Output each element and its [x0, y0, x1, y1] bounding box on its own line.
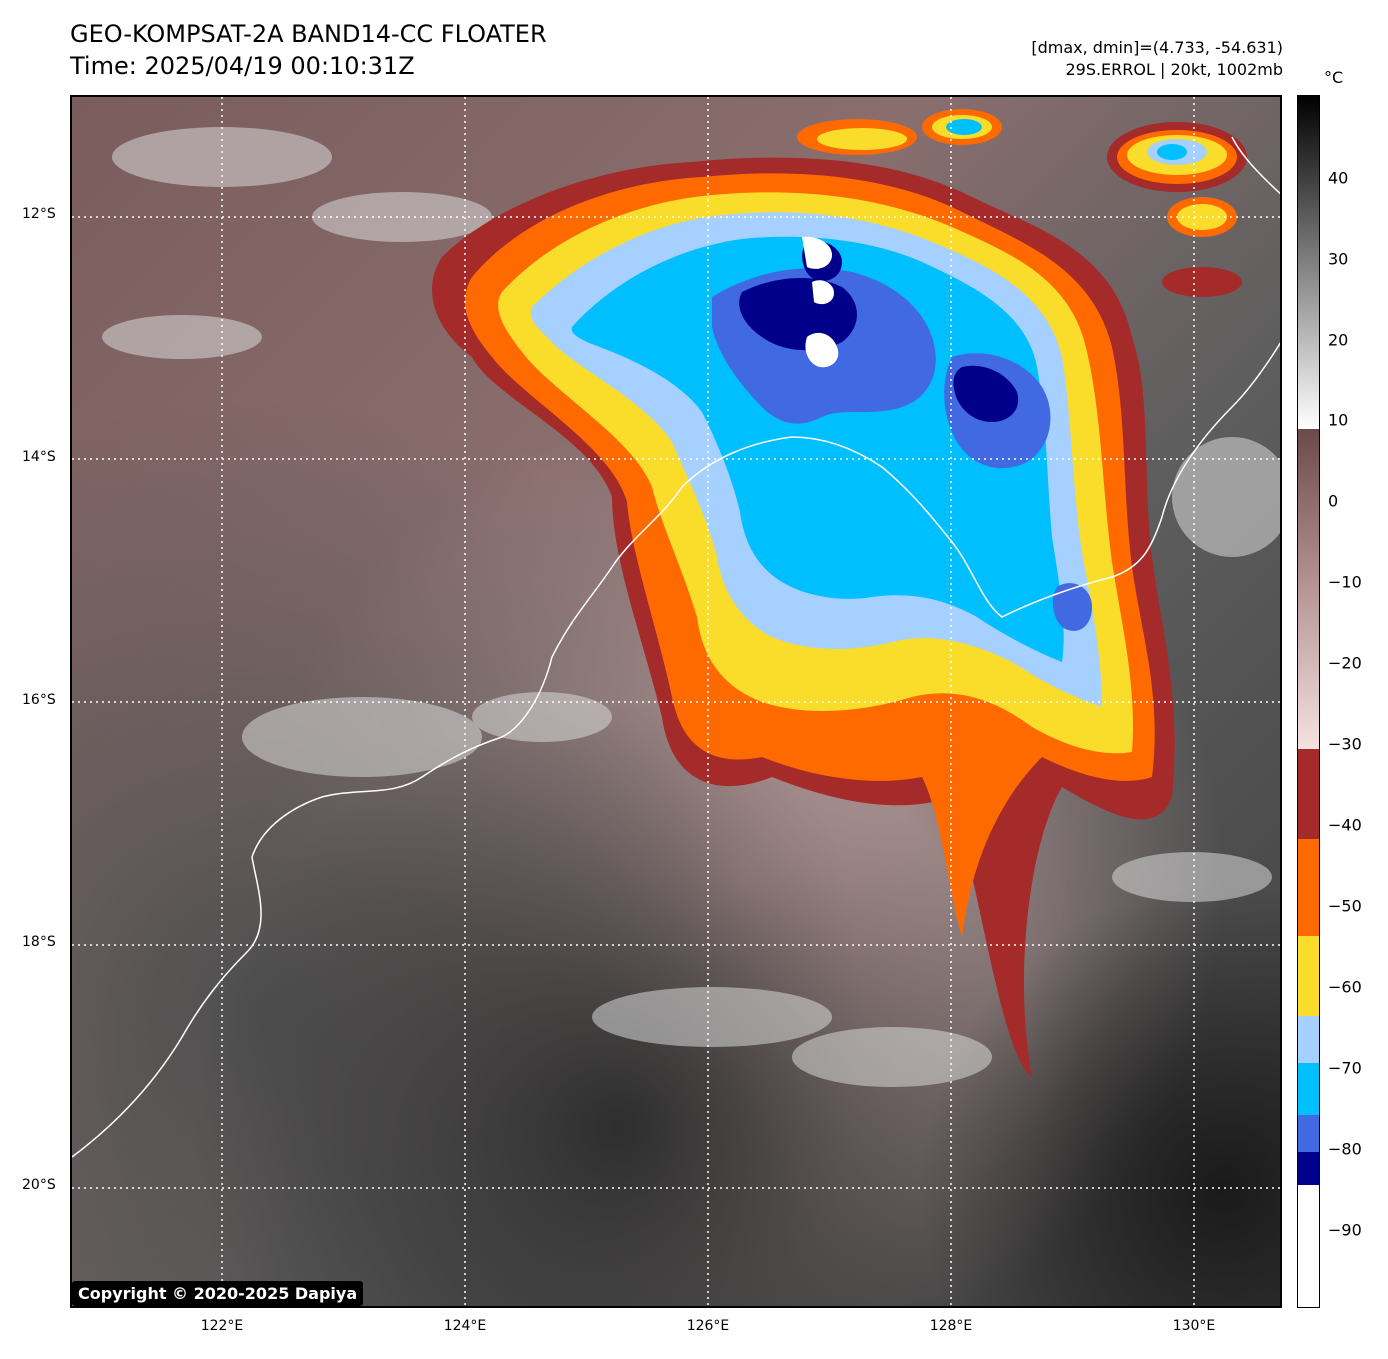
cbar-label-m20: −20: [1328, 653, 1362, 673]
cbar-label-10: 10: [1328, 410, 1349, 430]
lat-label-12s: 12°S: [22, 206, 56, 222]
storm-info: 29S.ERROL | 20kt, 1002mb: [1065, 60, 1283, 79]
cbar-dark-red: [1298, 749, 1319, 839]
colorbar: [1297, 95, 1320, 1308]
cbar-white: [1298, 1185, 1319, 1307]
cbar-label-m40: −40: [1328, 815, 1362, 835]
lon-label-122e: 122°E: [200, 1318, 244, 1334]
lat-label-18s: 18°S: [22, 934, 56, 950]
cbar-label-m30: −30: [1328, 734, 1362, 754]
lon-label-128e: 128°E: [929, 1318, 973, 1334]
cbar-label-30: 30: [1328, 249, 1349, 269]
lon-label-126e: 126°E: [686, 1318, 730, 1334]
lon-label-124e: 124°E: [443, 1318, 487, 1334]
cbar-label-m50: −50: [1328, 896, 1362, 916]
cbar-label-m90: −90: [1328, 1220, 1362, 1240]
cbar-brown: [1298, 429, 1319, 749]
cbar-label-40: 40: [1328, 168, 1349, 188]
cbar-label-m80: −80: [1328, 1139, 1362, 1159]
cbar-sky-blue: [1298, 1063, 1319, 1115]
satellite-map: [70, 95, 1282, 1308]
cbar-light-blue: [1298, 1016, 1319, 1063]
map-title: GEO-KOMPSAT-2A BAND14-CC FLOATER: [70, 20, 547, 48]
cbar-orange: [1298, 839, 1319, 936]
cbar-label-m60: −60: [1328, 977, 1362, 997]
ir-imagery: [72, 97, 1280, 1306]
cbar-label-0: 0: [1328, 491, 1339, 511]
cbar-label-m70: −70: [1328, 1058, 1362, 1078]
colorbar-unit: °C: [1324, 68, 1344, 87]
cbar-label-20: 20: [1328, 330, 1349, 350]
cbar-gray: [1298, 96, 1319, 429]
data-range: [dmax, dmin]=(4.733, -54.631): [1031, 38, 1283, 57]
cbar-navy: [1298, 1152, 1319, 1185]
map-time: Time: 2025/04/19 00:10:31Z: [70, 52, 415, 80]
lat-label-16s: 16°S: [22, 692, 56, 708]
cbar-label-m10: −10: [1328, 572, 1362, 592]
lat-label-14s: 14°S: [22, 449, 56, 465]
cbar-yellow: [1298, 936, 1319, 1016]
cbar-royal-blue: [1298, 1115, 1319, 1152]
lat-label-20s: 20°S: [22, 1177, 56, 1193]
lon-label-130e: 130°E: [1172, 1318, 1216, 1334]
copyright-badge: Copyright © 2020-2025 Dapiya: [72, 1281, 364, 1306]
